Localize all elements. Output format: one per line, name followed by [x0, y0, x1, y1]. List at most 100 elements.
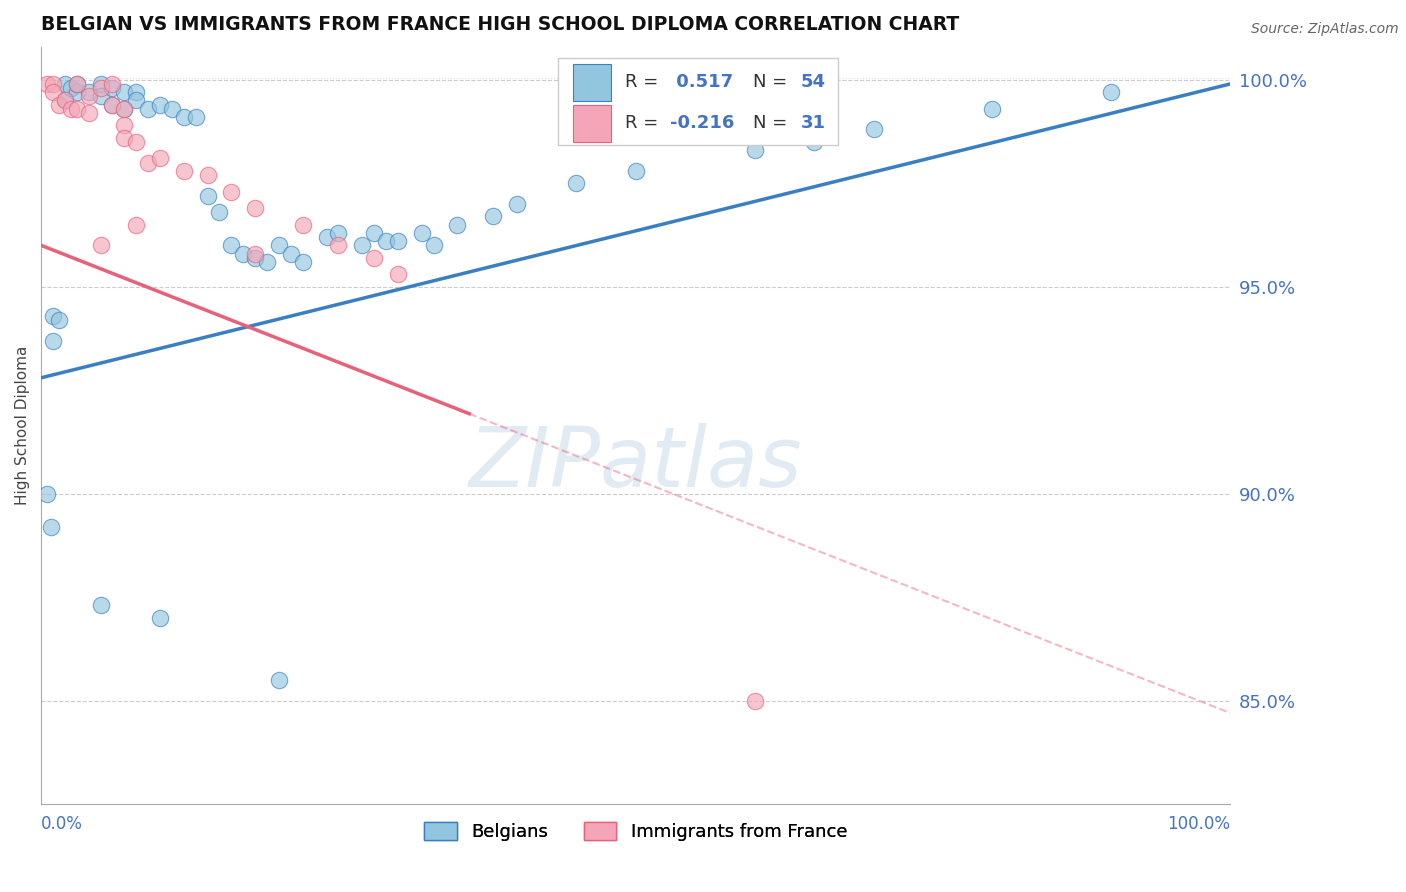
Point: [232, 246, 254, 260]
Point: [256, 255, 278, 269]
Point: [101, 97, 124, 112]
Text: R =: R =: [626, 114, 664, 132]
Point: [149, 611, 172, 625]
Point: [90, 599, 112, 613]
Point: [136, 102, 159, 116]
Point: [803, 135, 825, 149]
Point: [173, 164, 195, 178]
Point: [90, 77, 112, 91]
Text: 31: 31: [801, 114, 825, 132]
Point: [112, 118, 135, 132]
Text: 54: 54: [801, 73, 825, 91]
Point: [66, 77, 89, 91]
Point: [422, 238, 444, 252]
Point: [149, 97, 172, 112]
Point: [90, 238, 112, 252]
Point: [291, 218, 314, 232]
Point: [39, 520, 62, 534]
Point: [173, 110, 195, 124]
Point: [328, 226, 350, 240]
Point: [101, 77, 124, 91]
Point: [112, 102, 135, 116]
Point: [243, 201, 266, 215]
Point: [42, 309, 65, 323]
Point: [387, 234, 409, 248]
Text: R =: R =: [626, 73, 664, 91]
Point: [315, 230, 337, 244]
Legend: Belgians, Immigrants from France: Belgians, Immigrants from France: [416, 814, 855, 848]
Text: -0.216: -0.216: [671, 114, 734, 132]
FancyBboxPatch shape: [572, 105, 610, 142]
Point: [53, 94, 76, 108]
Point: [35, 486, 58, 500]
Point: [125, 85, 148, 99]
Point: [267, 673, 290, 687]
Point: [112, 130, 135, 145]
Point: [101, 97, 124, 112]
Text: ZIPatlas: ZIPatlas: [468, 423, 803, 504]
Point: [48, 313, 70, 327]
Point: [125, 94, 148, 108]
Point: [744, 143, 766, 157]
Point: [267, 238, 290, 252]
FancyBboxPatch shape: [558, 58, 838, 145]
Point: [66, 77, 89, 91]
Point: [280, 246, 302, 260]
Point: [243, 246, 266, 260]
FancyBboxPatch shape: [572, 64, 610, 101]
Point: [482, 210, 505, 224]
Point: [197, 168, 219, 182]
Point: [112, 102, 135, 116]
Point: [101, 81, 124, 95]
Text: 0.517: 0.517: [671, 73, 734, 91]
Point: [197, 188, 219, 202]
Point: [125, 135, 148, 149]
Point: [387, 268, 409, 282]
Point: [243, 251, 266, 265]
Point: [411, 226, 433, 240]
Text: N =: N =: [754, 114, 793, 132]
Text: Source: ZipAtlas.com: Source: ZipAtlas.com: [1251, 22, 1399, 37]
Point: [53, 94, 76, 108]
Point: [59, 81, 82, 95]
Point: [53, 77, 76, 91]
Point: [35, 77, 58, 91]
Text: 100.0%: 100.0%: [1167, 815, 1230, 833]
Point: [744, 693, 766, 707]
Point: [125, 218, 148, 232]
Text: 0.0%: 0.0%: [41, 815, 83, 833]
Point: [77, 89, 100, 103]
Point: [375, 234, 398, 248]
Point: [66, 85, 89, 99]
Text: N =: N =: [754, 73, 793, 91]
Point: [1099, 85, 1122, 99]
Point: [136, 155, 159, 169]
Point: [184, 110, 207, 124]
Point: [221, 238, 243, 252]
Point: [42, 77, 65, 91]
Point: [624, 164, 647, 178]
Point: [291, 255, 314, 269]
Point: [221, 185, 243, 199]
Point: [160, 102, 183, 116]
Point: [59, 102, 82, 116]
Point: [42, 334, 65, 348]
Point: [352, 238, 374, 252]
Y-axis label: High School Diploma: High School Diploma: [15, 346, 30, 505]
Point: [506, 197, 529, 211]
Point: [565, 176, 588, 190]
Point: [981, 102, 1004, 116]
Point: [42, 85, 65, 99]
Point: [77, 106, 100, 120]
Point: [66, 102, 89, 116]
Point: [208, 205, 231, 219]
Point: [90, 89, 112, 103]
Point: [862, 122, 884, 136]
Point: [363, 226, 385, 240]
Point: [149, 152, 172, 166]
Text: BELGIAN VS IMMIGRANTS FROM FRANCE HIGH SCHOOL DIPLOMA CORRELATION CHART: BELGIAN VS IMMIGRANTS FROM FRANCE HIGH S…: [41, 15, 959, 34]
Point: [77, 85, 100, 99]
Point: [112, 85, 135, 99]
Point: [328, 238, 350, 252]
Point: [446, 218, 468, 232]
